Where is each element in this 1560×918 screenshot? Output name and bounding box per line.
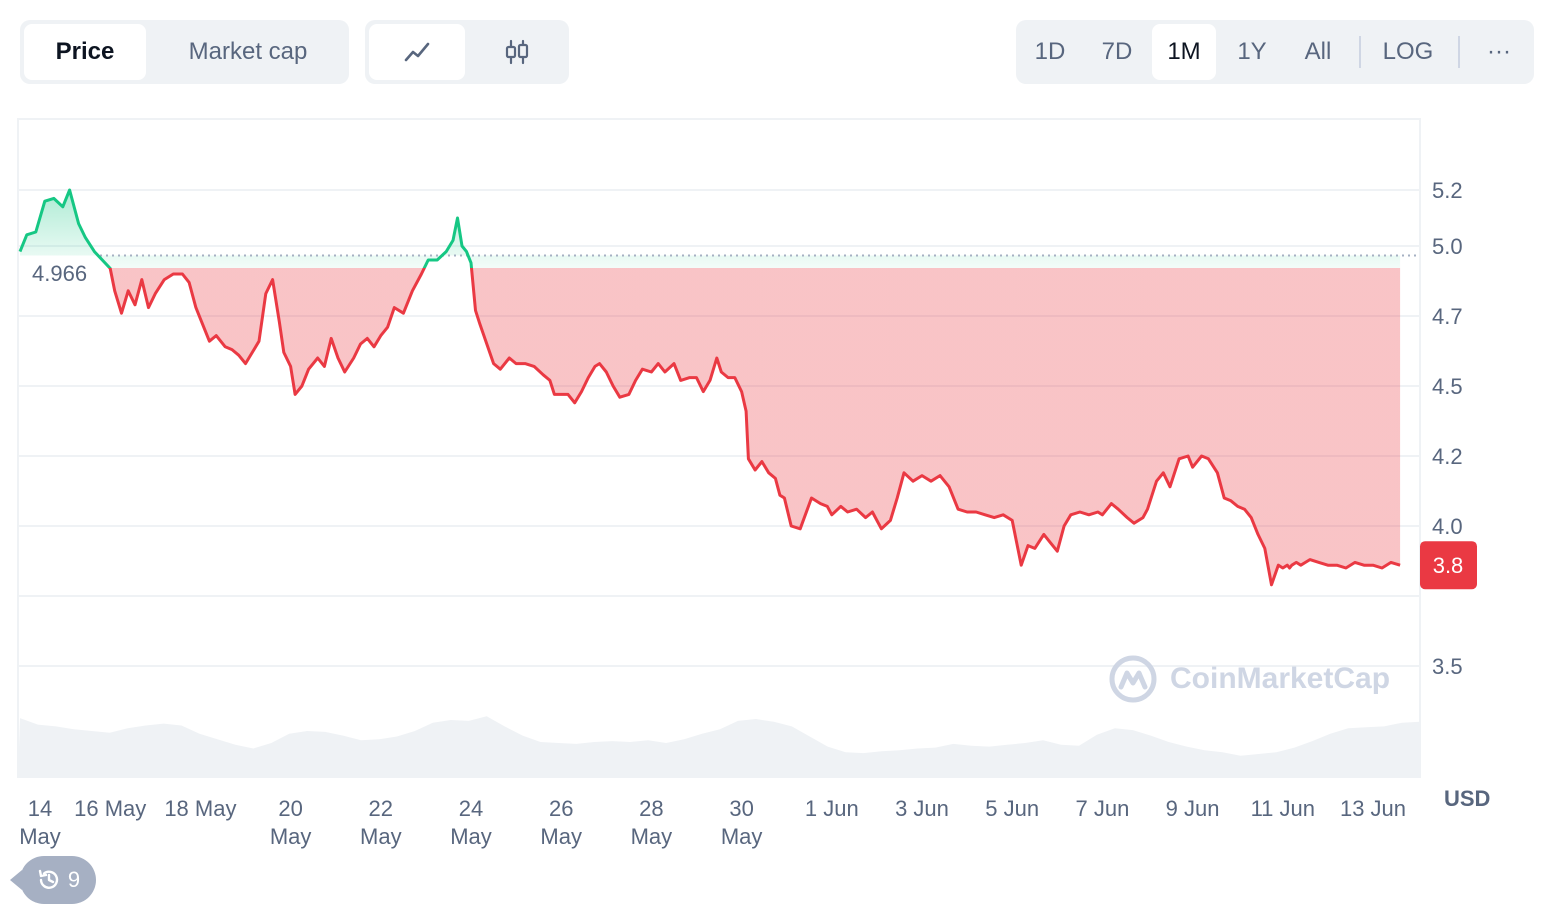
x-tick-label: 5 Jun xyxy=(985,796,1039,821)
y-tick-label: 3.5 xyxy=(1432,654,1463,679)
history-icon xyxy=(38,869,59,889)
price-tab[interactable]: Price xyxy=(24,24,146,80)
timeframe-1m[interactable]: 1M xyxy=(1152,24,1216,80)
x-tick-label: 18 May xyxy=(164,796,236,821)
history-count: 9 xyxy=(67,867,81,892)
timeframe-1y[interactable]: 1Y xyxy=(1237,38,1267,65)
line-chart-icon xyxy=(404,42,430,62)
x-tick-label: 9 Jun xyxy=(1166,796,1220,821)
x-tick-label: 13 Jun xyxy=(1340,796,1406,821)
volume-area xyxy=(18,716,1420,777)
x-tick-label: 14 May xyxy=(19,796,61,849)
candlestick-icon xyxy=(505,39,529,65)
line-chart-button[interactable] xyxy=(369,24,465,80)
x-tick-label: 1 Jun xyxy=(805,796,859,821)
y-tick-label: 4.5 xyxy=(1432,374,1463,399)
market-cap-tab[interactable]: Market cap xyxy=(188,38,308,65)
history-badge[interactable]: 9 xyxy=(10,856,96,904)
timeframe-1d[interactable]: 1D xyxy=(1034,38,1066,65)
current-price-label: 3.8 xyxy=(1433,553,1464,578)
current-price-tag xyxy=(1420,541,1477,590)
toolbar-separator xyxy=(1359,36,1361,68)
y-tick-label: 5.2 xyxy=(1432,178,1463,203)
watermark-text: CoinMarketCap xyxy=(1170,662,1391,695)
y-tick-label: 5.0 xyxy=(1432,234,1463,259)
chart-type-toggle xyxy=(365,20,569,84)
x-tick-label: 3 Jun xyxy=(895,796,949,821)
x-tick-label: 26 May xyxy=(540,796,582,849)
x-tick-label: 11 Jun xyxy=(1251,796,1315,821)
coinmarketcap-logo-icon xyxy=(1109,655,1157,703)
x-axis: 14 May 16 May 18 May 20 May 22 May 24 May 26 May 28 M… xyxy=(19,796,1406,849)
x-tick-label: 16 May xyxy=(74,796,146,821)
baseline-label: 4.966 xyxy=(32,261,87,286)
y-axis: 5.2 5.0 4.7 4.5 4.2 4.0 3.5 xyxy=(1432,178,1463,679)
currency-label: USD xyxy=(1444,786,1490,811)
y-tick-label: 4.7 xyxy=(1432,304,1463,329)
price-area-above xyxy=(20,190,1401,268)
x-tick-label: 20 May xyxy=(270,796,312,849)
metric-toggle: Price Market cap xyxy=(20,20,349,84)
y-tick-label: 4.2 xyxy=(1432,444,1463,469)
timeframe-7d[interactable]: 7D xyxy=(1101,38,1133,65)
x-tick-label: 7 Jun xyxy=(1075,796,1129,821)
x-tick-label: 22 May xyxy=(360,796,402,849)
x-tick-label: 30 May xyxy=(721,796,763,849)
timeframe-all[interactable]: All xyxy=(1304,38,1332,65)
toolbar-separator xyxy=(1458,36,1460,68)
coinmarketcap-watermark: CoinMarketCap xyxy=(1108,654,1390,704)
candlestick-button[interactable] xyxy=(469,24,565,80)
x-tick-label: 24 May xyxy=(450,796,492,849)
price-line-red xyxy=(107,268,1401,587)
baseline-label-bg xyxy=(24,256,96,288)
timeframe-toggle: 1D 7D 1M 1Y All LOG ··· xyxy=(1016,20,1534,84)
x-tick-label: 28 May xyxy=(631,796,673,849)
y-tick-label: 4.0 xyxy=(1432,514,1463,539)
price-area-below xyxy=(109,268,1401,585)
more-options-button[interactable]: ··· xyxy=(1487,38,1511,65)
log-scale-toggle[interactable]: LOG xyxy=(1382,38,1434,65)
